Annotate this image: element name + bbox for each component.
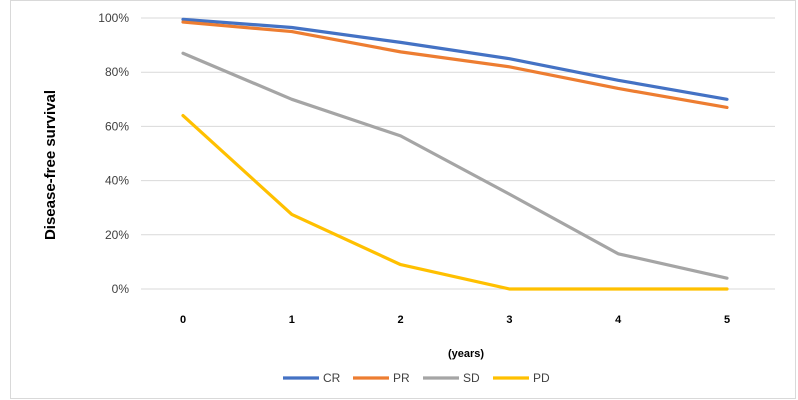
x-axis-label: (years): [448, 348, 484, 360]
series-line-sd: [183, 53, 727, 278]
y-tick-label: 100%: [98, 11, 129, 25]
y-tick-label: 20%: [105, 228, 129, 242]
series-line-pd: [183, 116, 727, 289]
series-line-pr: [183, 22, 727, 107]
y-axis-ticks: 0% 20% 40% 60% 80% 100%: [98, 11, 129, 296]
series-lines: [183, 19, 727, 289]
legend-label-pr: PR: [393, 371, 410, 385]
x-tick-label: 0: [180, 314, 186, 326]
chart-frame: 0% 20% 40% 60% 80% 100% 0 1 2 3 4 5 Disease-free s…: [10, 0, 796, 399]
y-tick-label: 80%: [105, 65, 129, 79]
y-tick-label: 60%: [105, 119, 129, 133]
x-tick-label: 2: [398, 314, 404, 326]
legend-label-cr: CR: [323, 371, 341, 385]
x-axis-ticks: 0 1 2 3 4 5: [180, 314, 730, 326]
legend-label-pd: PD: [533, 371, 550, 385]
y-axis-label: Disease-free survival: [42, 90, 59, 240]
x-tick-label: 1: [289, 314, 295, 326]
x-tick-label: 4: [615, 314, 622, 326]
x-tick-label: 5: [724, 314, 730, 326]
line-chart: 0% 20% 40% 60% 80% 100% 0 1 2 3 4 5 Disease-free s…: [11, 1, 795, 398]
x-tick-label: 3: [506, 314, 512, 326]
legend-label-sd: SD: [463, 371, 480, 385]
y-tick-label: 40%: [105, 174, 129, 188]
y-tick-label: 0%: [112, 282, 130, 296]
legend: CR PR SD PD: [283, 371, 550, 385]
